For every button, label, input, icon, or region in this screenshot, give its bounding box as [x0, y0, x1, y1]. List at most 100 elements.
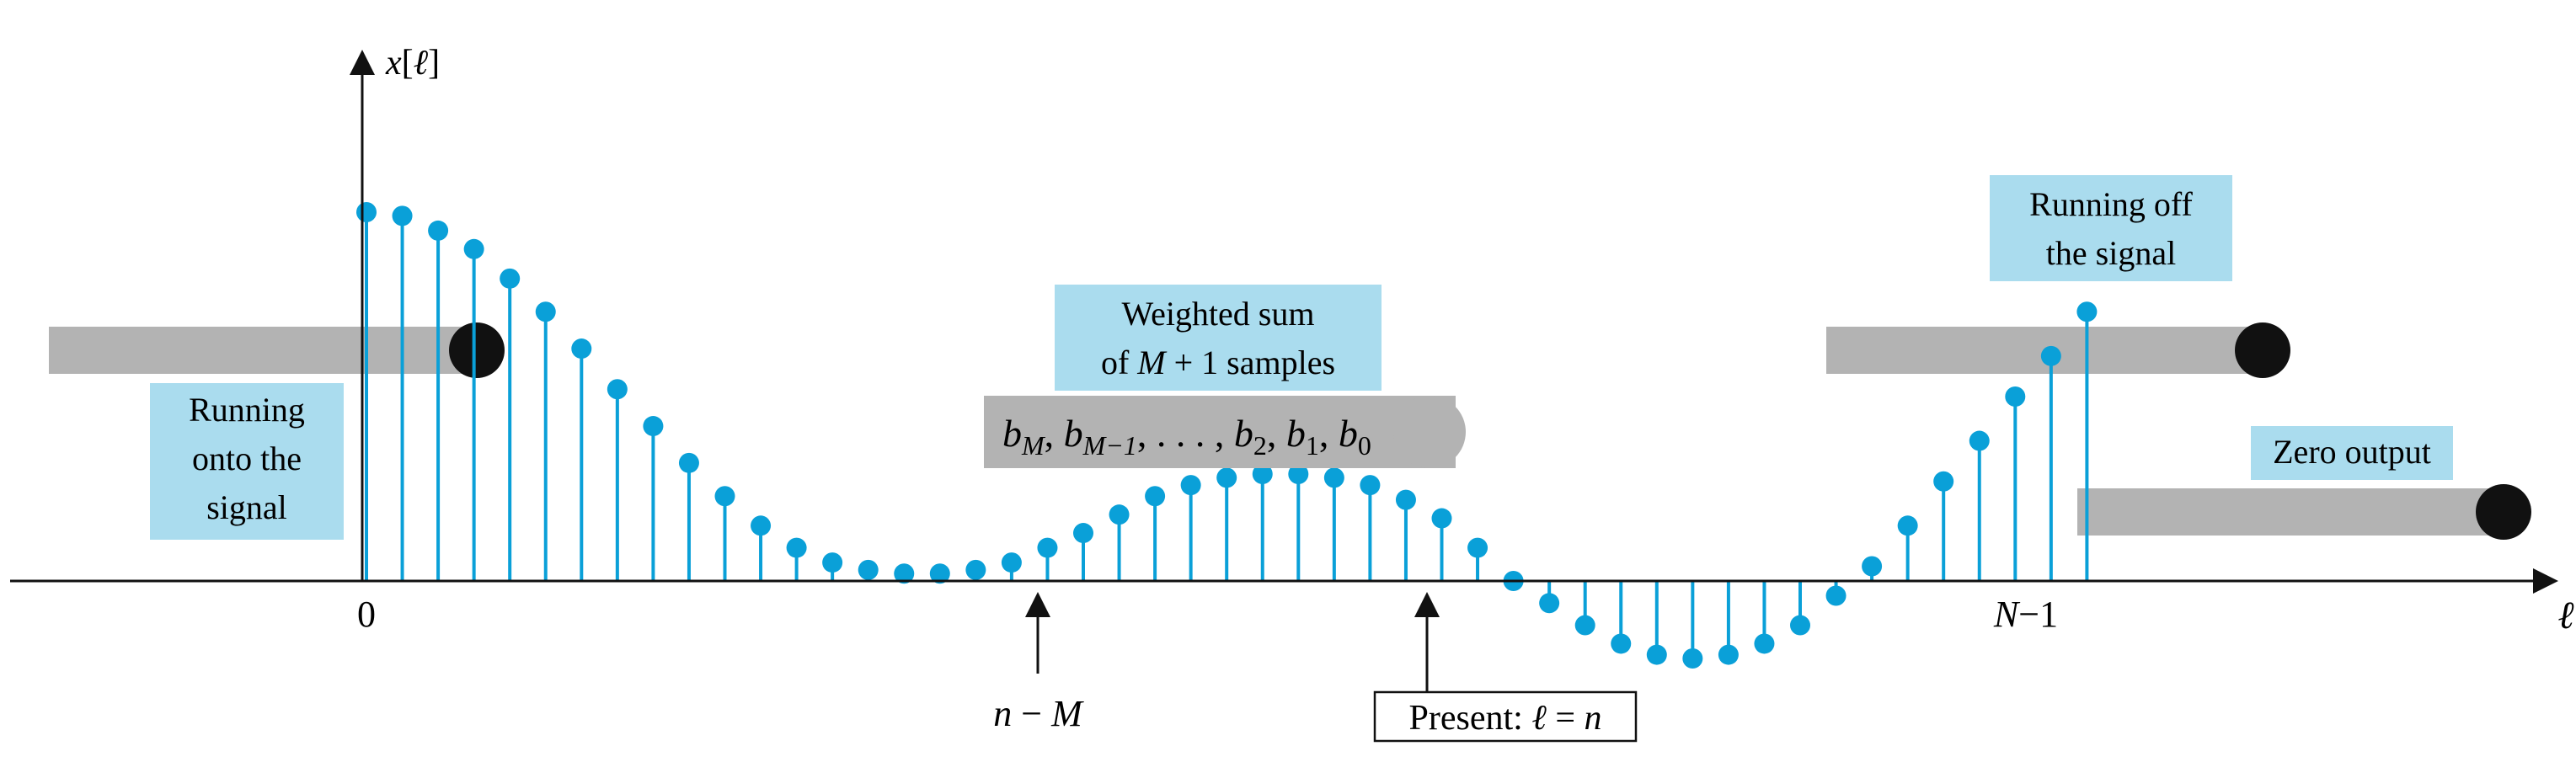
coef-bM-sub: M: [1021, 430, 1046, 461]
coefficient-bar: bM, bM−1, . . . , b2, b1, b0: [984, 396, 1466, 468]
coefficient-bar-box: [984, 396, 1456, 468]
zero-output-box: [2251, 426, 2453, 480]
stem-point: [786, 537, 807, 558]
coefficient-list: bM, bM−1, . . . , b2, b1, b0: [1002, 412, 1371, 461]
present-label: Present: ℓ = n: [1409, 699, 1602, 738]
stem-point: [1969, 430, 1990, 451]
n-minus-M-M: M: [1050, 693, 1084, 734]
running-off-line2: the signal: [2046, 234, 2176, 272]
stem-point: [714, 486, 735, 507]
y-axis-label: x[ℓ]: [385, 44, 440, 83]
stem-point: [571, 338, 592, 360]
stem-point: [1825, 585, 1846, 606]
stem-point: [1718, 644, 1739, 665]
stem-point: [751, 515, 772, 536]
running-off-line1: Running off: [2029, 185, 2193, 223]
weighted-sum-line1: Weighted sum: [1122, 295, 1315, 333]
coef-bM: b: [1002, 412, 1022, 455]
stem-point: [822, 552, 843, 573]
present-text: Present:: [1409, 699, 1532, 738]
filter-end-dot-zero: [2476, 484, 2531, 540]
stem-point: [535, 301, 556, 322]
x-axis-label: ℓ: [2557, 594, 2574, 637]
running-onto-box: [150, 383, 344, 540]
n-minus-M-label: n − M: [993, 693, 1084, 734]
filter-window-right: [1826, 322, 2290, 378]
coef-comma-2: ,: [1267, 412, 1286, 455]
filter-end-dot-right: [2235, 322, 2290, 378]
running-onto-line3: signal: [206, 488, 287, 526]
weighted-sum-M: M: [1136, 344, 1168, 381]
coef-b1: b: [1286, 412, 1306, 455]
y-axis-label-open: [: [402, 44, 414, 83]
stem-point: [2040, 345, 2061, 366]
running-onto-line2: onto the: [192, 440, 302, 477]
stem-point: [1897, 515, 1918, 536]
stem-point: [1682, 647, 1703, 669]
stem-point: [1431, 508, 1452, 529]
stem-point: [1109, 504, 1130, 525]
stem-point: [1933, 471, 1954, 492]
y-axis-label-close: ]: [428, 44, 440, 83]
tick-label-one: 1: [2039, 594, 2058, 635]
n-minus-M-op: −: [1012, 693, 1051, 734]
stem-point: [1646, 644, 1667, 665]
running-off-label: Running off the signal: [1990, 175, 2232, 281]
stem-point: [1862, 556, 1883, 577]
stem-point: [894, 563, 915, 584]
stem-point: [392, 205, 413, 226]
n-minus-M-n: n: [993, 693, 1012, 734]
stem-point: [1037, 537, 1058, 558]
stem-point: [607, 379, 628, 400]
present-n: n: [1585, 699, 1602, 738]
filter-window-left: [49, 322, 505, 378]
stem-point: [500, 268, 521, 289]
coef-bM1-sub: M−1: [1082, 430, 1137, 461]
coef-dots: , . . . ,: [1137, 412, 1234, 455]
stem-point: [428, 220, 449, 241]
stem-point: [463, 238, 484, 259]
stem-point: [1252, 463, 1273, 484]
stem-point: [1467, 537, 1488, 558]
running-onto-line1: Running: [189, 391, 305, 429]
stem-point: [858, 559, 879, 580]
stem-point: [1323, 467, 1344, 488]
stem-point: [1001, 552, 1022, 573]
tick-label-N: N: [1993, 594, 2021, 635]
present-eq: =: [1547, 699, 1585, 738]
stem-point: [965, 559, 986, 580]
stem-point: [2076, 301, 2098, 322]
stem-point: [1145, 486, 1166, 507]
running-onto-label: Running onto the signal: [150, 383, 344, 540]
y-axis-label-idx: ℓ: [414, 44, 429, 83]
filter-end-dot-left: [449, 322, 505, 378]
zero-output-text: Zero output: [2273, 433, 2431, 471]
stem-point: [643, 416, 664, 437]
y-axis-label-var: x: [385, 44, 402, 83]
weighted-sum-rest: + 1 samples: [1166, 344, 1335, 381]
coef-comma-3: ,: [1319, 412, 1339, 455]
stem-point: [2005, 386, 2026, 407]
coef-b0-sub: 0: [1358, 430, 1371, 461]
stem-point: [1574, 615, 1595, 636]
stem-point: [1216, 467, 1237, 488]
coef-b0: b: [1339, 412, 1358, 455]
stem-point: [1180, 475, 1201, 496]
present-ell: ℓ: [1531, 699, 1547, 738]
present-box: [1373, 690, 1638, 743]
tick-label-n-minus-1: N−1: [1993, 594, 2058, 635]
stem-point: [1539, 593, 1560, 614]
coef-comma-1: ,: [1045, 412, 1064, 455]
running-off-box: [1990, 175, 2232, 281]
stem-point: [1790, 615, 1810, 636]
stem-point: [356, 202, 377, 222]
tick-label-minus: −: [2018, 594, 2039, 635]
weighted-sum-of: of: [1101, 344, 1137, 381]
coef-bM1: b: [1064, 412, 1083, 455]
filter-bar-left: [49, 327, 478, 374]
stem-point: [929, 563, 950, 584]
stem-point: [1611, 633, 1632, 654]
stem-point: [1754, 633, 1775, 654]
stem-point: [1395, 489, 1416, 510]
